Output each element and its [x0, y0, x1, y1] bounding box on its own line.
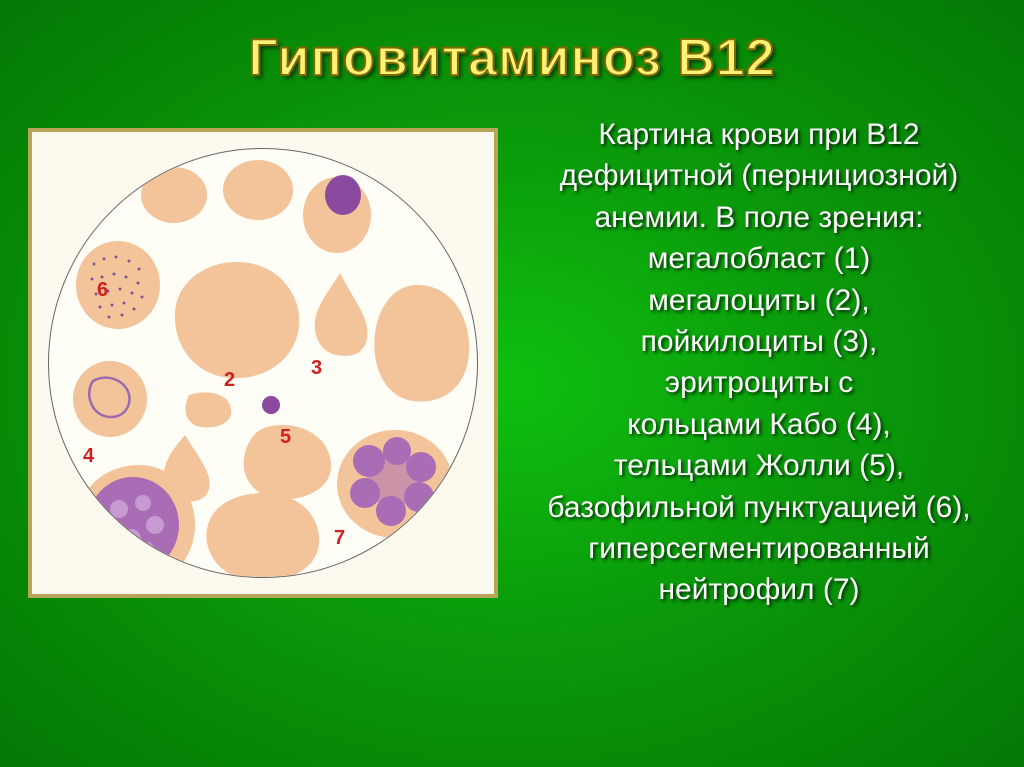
cell-poikilocyte — [305, 269, 375, 359]
desc-line: мегалобласт (1) — [522, 238, 996, 279]
desc-line: нейтрофил (7) — [522, 569, 996, 610]
desc-line: мегалоциты (2), — [522, 280, 996, 321]
cell-basophilic-stippling — [74, 239, 162, 331]
desc-line: эритроциты с — [522, 362, 996, 403]
diagram-label-2: 2 — [224, 369, 235, 392]
microscope-field: 1 2 3 4 5 6 7 — [48, 148, 478, 578]
diagram-label-3: 3 — [311, 357, 322, 380]
cell-small — [179, 387, 235, 431]
page-title: Гиповитаминоз В12 — [0, 0, 1024, 88]
desc-line: гиперсегментированный — [522, 528, 996, 569]
cell-megalocyte — [167, 254, 307, 386]
cell-erythrocyte-3 — [199, 487, 325, 578]
cell-hypersegmented-neutrophil — [335, 427, 455, 541]
diagram-container: 1 2 3 4 5 6 7 — [28, 108, 518, 611]
description-text: Картина крови при В12 дефицитной (перниц… — [522, 108, 996, 611]
desc-line: дефицитной (пернициозной) — [522, 155, 996, 196]
diagram-label-1: 1 — [171, 569, 182, 578]
desc-line: кольцами Кабо (4), — [522, 404, 996, 445]
desc-line: тельцами Жолли (5), — [522, 445, 996, 486]
desc-line: анемии. В поле зрения: — [522, 197, 996, 238]
desc-line: Картина крови при В12 — [522, 114, 996, 155]
cell-cabot-ring — [71, 359, 149, 439]
cell-erythrocyte — [221, 157, 295, 223]
cell-jolly-body — [259, 393, 283, 417]
desc-line: пойкилоциты (3), — [522, 321, 996, 362]
content-row: 1 2 3 4 5 6 7 Картина крови при В12 дефи… — [0, 88, 1024, 611]
diagram-label-6: 6 — [97, 279, 108, 302]
microscope-frame: 1 2 3 4 5 6 7 — [28, 128, 498, 598]
cell-megaloblast — [71, 459, 199, 578]
diagram-label-4: 4 — [83, 445, 94, 468]
cell-erythrocyte — [139, 164, 209, 226]
diagram-label-7: 7 — [334, 527, 345, 550]
cell-megalocyte-nucleated — [301, 167, 373, 255]
cell-erythrocyte-large — [367, 279, 475, 409]
desc-line: базофильной пунктуацией (6), — [522, 487, 996, 528]
diagram-label-5: 5 — [280, 426, 291, 449]
